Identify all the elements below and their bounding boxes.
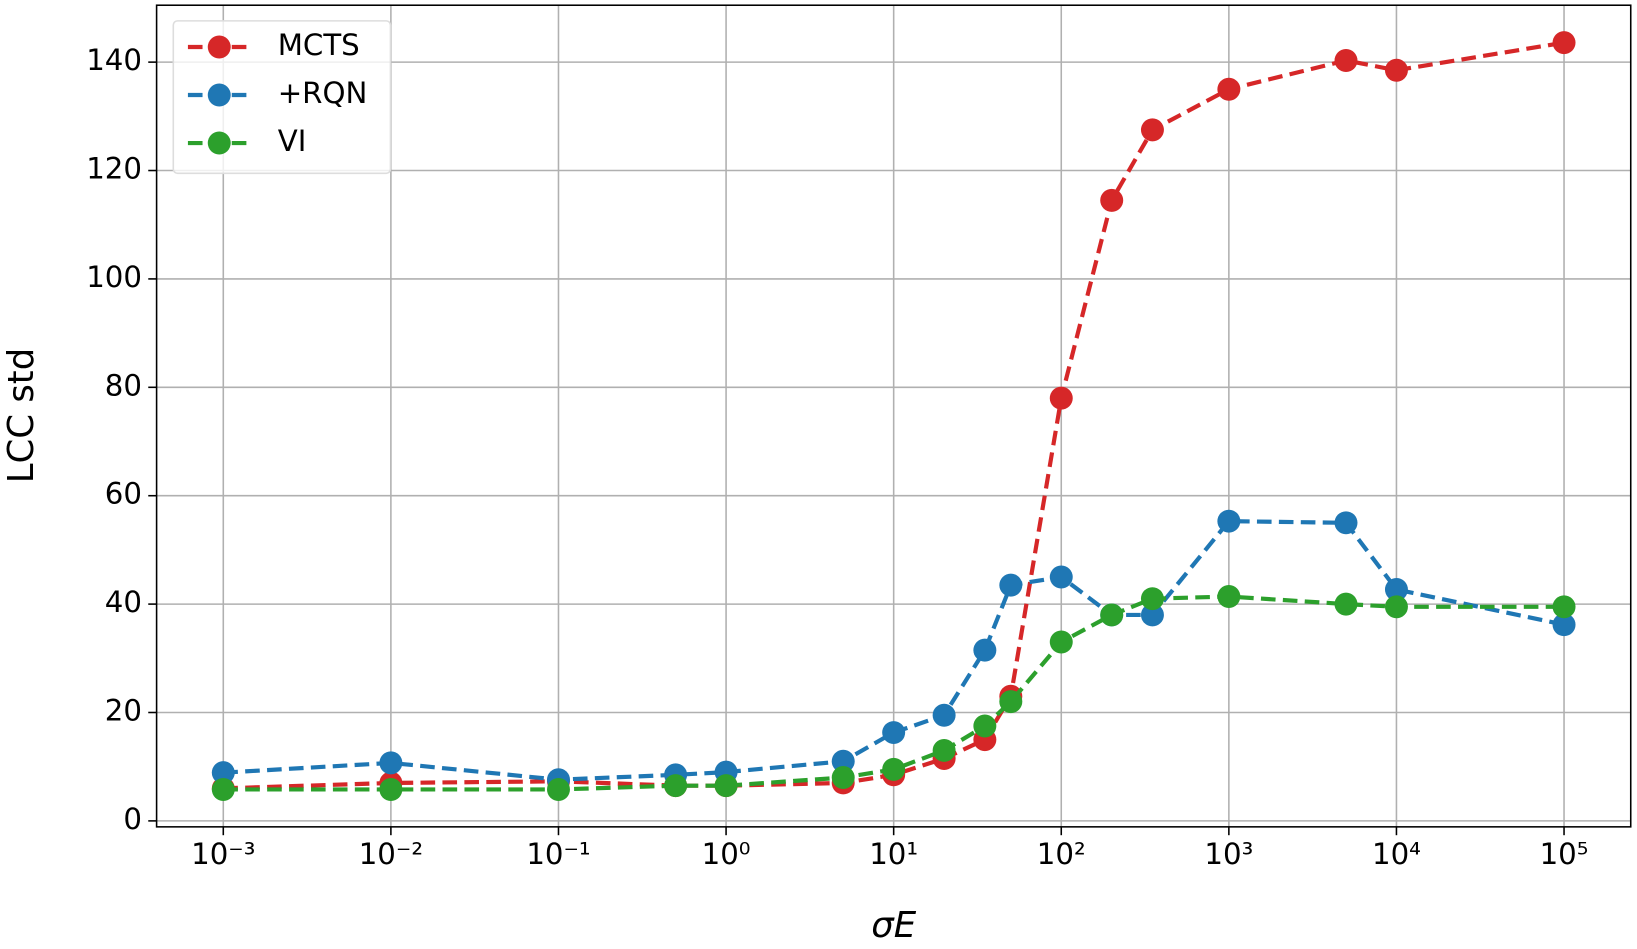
- y-tick-label: 80: [105, 368, 142, 402]
- point: [1334, 511, 1358, 535]
- legend-label: MCTS: [278, 28, 360, 62]
- point: [379, 751, 403, 775]
- point: [1552, 595, 1576, 619]
- y-tick-label: 140: [86, 43, 142, 77]
- plot-frame: [155, 4, 1632, 828]
- x-tick-label: 10⁴: [1372, 837, 1421, 871]
- point: [932, 703, 956, 727]
- legend-label: +RQN: [278, 76, 368, 110]
- legend-marker: [207, 131, 231, 155]
- x-tick-label: 10⁻³: [191, 837, 255, 871]
- point: [211, 761, 235, 785]
- x-tick-label: 10³: [1204, 837, 1253, 871]
- point: [1217, 509, 1241, 533]
- y-tick-label: 40: [105, 585, 142, 619]
- legend-label: VI: [278, 124, 307, 158]
- point: [1384, 577, 1408, 601]
- point: [999, 690, 1023, 714]
- legend-marker: [207, 35, 231, 59]
- x-tick-label: 10⁰: [702, 837, 751, 871]
- y-tick-label: 20: [105, 693, 142, 727]
- legend-marker: [207, 83, 231, 107]
- point: [831, 766, 855, 790]
- point: [1049, 630, 1073, 654]
- point: [1140, 587, 1164, 611]
- x-tick-label: 10²: [1037, 837, 1086, 871]
- x-tick-label: 10¹: [869, 837, 918, 871]
- y-tick-label: 60: [105, 477, 142, 511]
- point: [379, 777, 403, 801]
- point: [1384, 58, 1408, 82]
- point: [1334, 49, 1358, 72]
- point: [831, 749, 855, 773]
- series-line: [223, 519, 1565, 782]
- point: [1217, 585, 1241, 608]
- point: [932, 738, 956, 762]
- point: [714, 774, 738, 798]
- y-axis-label: LCC std: [1, 348, 42, 484]
- point: [1100, 603, 1124, 627]
- point: [1552, 31, 1576, 55]
- point: [999, 573, 1023, 597]
- x-axis-label: σE: [871, 905, 916, 946]
- point: [1049, 386, 1073, 410]
- y-tick-label: 120: [86, 152, 142, 186]
- y-tick-label: 0: [123, 802, 142, 836]
- point: [1384, 595, 1408, 619]
- point: [882, 721, 906, 745]
- y-tick-label: 100: [86, 260, 142, 294]
- point: [211, 777, 235, 801]
- point: [1140, 118, 1164, 142]
- point: [973, 714, 997, 738]
- point: [882, 757, 906, 781]
- point: [546, 777, 570, 801]
- point: [973, 638, 997, 662]
- point: [1334, 592, 1358, 616]
- point: [1552, 613, 1576, 637]
- point: [1049, 565, 1073, 589]
- x-tick-label: 10⁻¹: [526, 837, 590, 871]
- point: [1217, 77, 1241, 101]
- x-tick-label: 10⁻²: [359, 837, 423, 871]
- point: [1100, 188, 1124, 212]
- point: [664, 774, 688, 798]
- point: [1140, 603, 1164, 627]
- x-tick-label: 10⁵: [1540, 837, 1589, 871]
